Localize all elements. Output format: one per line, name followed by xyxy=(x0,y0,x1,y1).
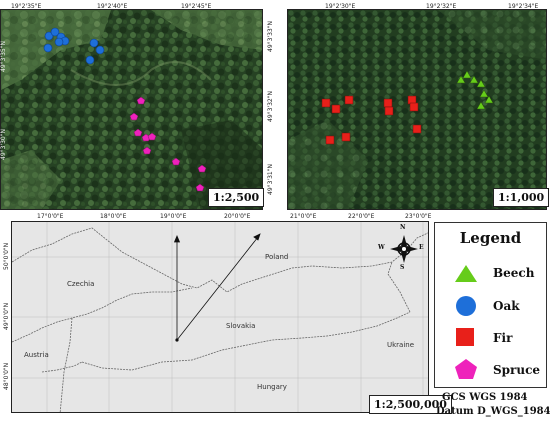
legend-label-fir: Fir xyxy=(493,331,513,345)
inset-map-left xyxy=(0,9,263,210)
legend-label-beech: Beech xyxy=(493,266,535,280)
oak-points xyxy=(43,27,105,65)
overview-map xyxy=(11,221,429,413)
coord-label: 23°0'0"E xyxy=(405,213,432,220)
legend-label-spruce: Spruce xyxy=(493,363,541,377)
coord-label: 48°0'0"N xyxy=(3,362,10,390)
leader-arrows xyxy=(173,233,261,342)
compass-w: W xyxy=(378,244,385,251)
coord-label: 19°2'34"E xyxy=(508,3,539,10)
graticule xyxy=(12,222,428,412)
coord-label: 50°0'0"N xyxy=(3,242,10,270)
coord-label: 19°2'30"E xyxy=(325,3,356,10)
coord-label: 19°2'45"E xyxy=(181,3,212,10)
country-label-austria: Austria xyxy=(24,351,49,359)
spruce-points xyxy=(129,96,207,192)
coord-label: 19°2'32"E xyxy=(426,3,457,10)
overview-map-svg xyxy=(12,222,428,412)
square-icon xyxy=(456,328,474,346)
scale-label-right: 1:1,000 xyxy=(493,188,550,207)
fir-points xyxy=(321,95,422,145)
coord-label: 21°0'0"E xyxy=(290,213,317,220)
country-label-poland: Poland xyxy=(265,253,289,261)
coord-label: 19°2'40"E xyxy=(97,3,128,10)
country-label-slovakia: Slovakia xyxy=(226,322,256,330)
coord-label: 17°0'0"E xyxy=(37,213,64,220)
crs-line-2: Datum D_WGS_1984 xyxy=(436,406,550,417)
satellite-left-image xyxy=(1,10,262,209)
beech-points xyxy=(456,70,494,110)
country-label-ukraine: Ukraine xyxy=(387,341,415,349)
scale-label-left: 1:2,500 xyxy=(208,188,265,207)
triangle-icon xyxy=(455,265,477,282)
coord-label: 20°0'0"E xyxy=(224,213,251,220)
crs-line-1: GCS WGS 1984 xyxy=(442,392,528,403)
inset-map-right xyxy=(287,9,547,210)
legend-label-oak: Oak xyxy=(493,299,520,313)
coord-label: 49°3'30"N xyxy=(0,129,7,160)
satellite-right-image xyxy=(288,10,546,209)
pentagon-icon xyxy=(455,359,477,379)
circle-icon xyxy=(456,296,476,316)
coord-label: 19°0'0"E xyxy=(160,213,187,220)
legend: Legend Beech Oak Fir Spruce xyxy=(434,222,547,388)
coord-label: 49°3'33"N xyxy=(267,21,274,52)
coord-label: 49°3'32"N xyxy=(267,91,274,122)
compass-rose-icon xyxy=(390,235,418,263)
country-label-czechia: Czechia xyxy=(67,280,95,288)
coord-label: 19°2'35"E xyxy=(11,3,42,10)
coord-label: 49°3'31"N xyxy=(267,164,274,195)
compass-e: E xyxy=(419,244,424,251)
coord-label: 22°0'0"E xyxy=(348,213,375,220)
country-borders xyxy=(12,227,428,412)
compass-n: N xyxy=(400,224,406,231)
country-label-hungary: Hungary xyxy=(257,383,287,391)
coord-label: 49°3'35"N xyxy=(0,41,7,72)
coord-label: 18°0'0"E xyxy=(100,213,127,220)
legend-title: Legend xyxy=(459,229,522,247)
coord-label: 49°0'0"N xyxy=(3,302,10,330)
scale-label-overview: 1:2,500,000 xyxy=(369,395,452,414)
compass-s: S xyxy=(400,264,405,271)
